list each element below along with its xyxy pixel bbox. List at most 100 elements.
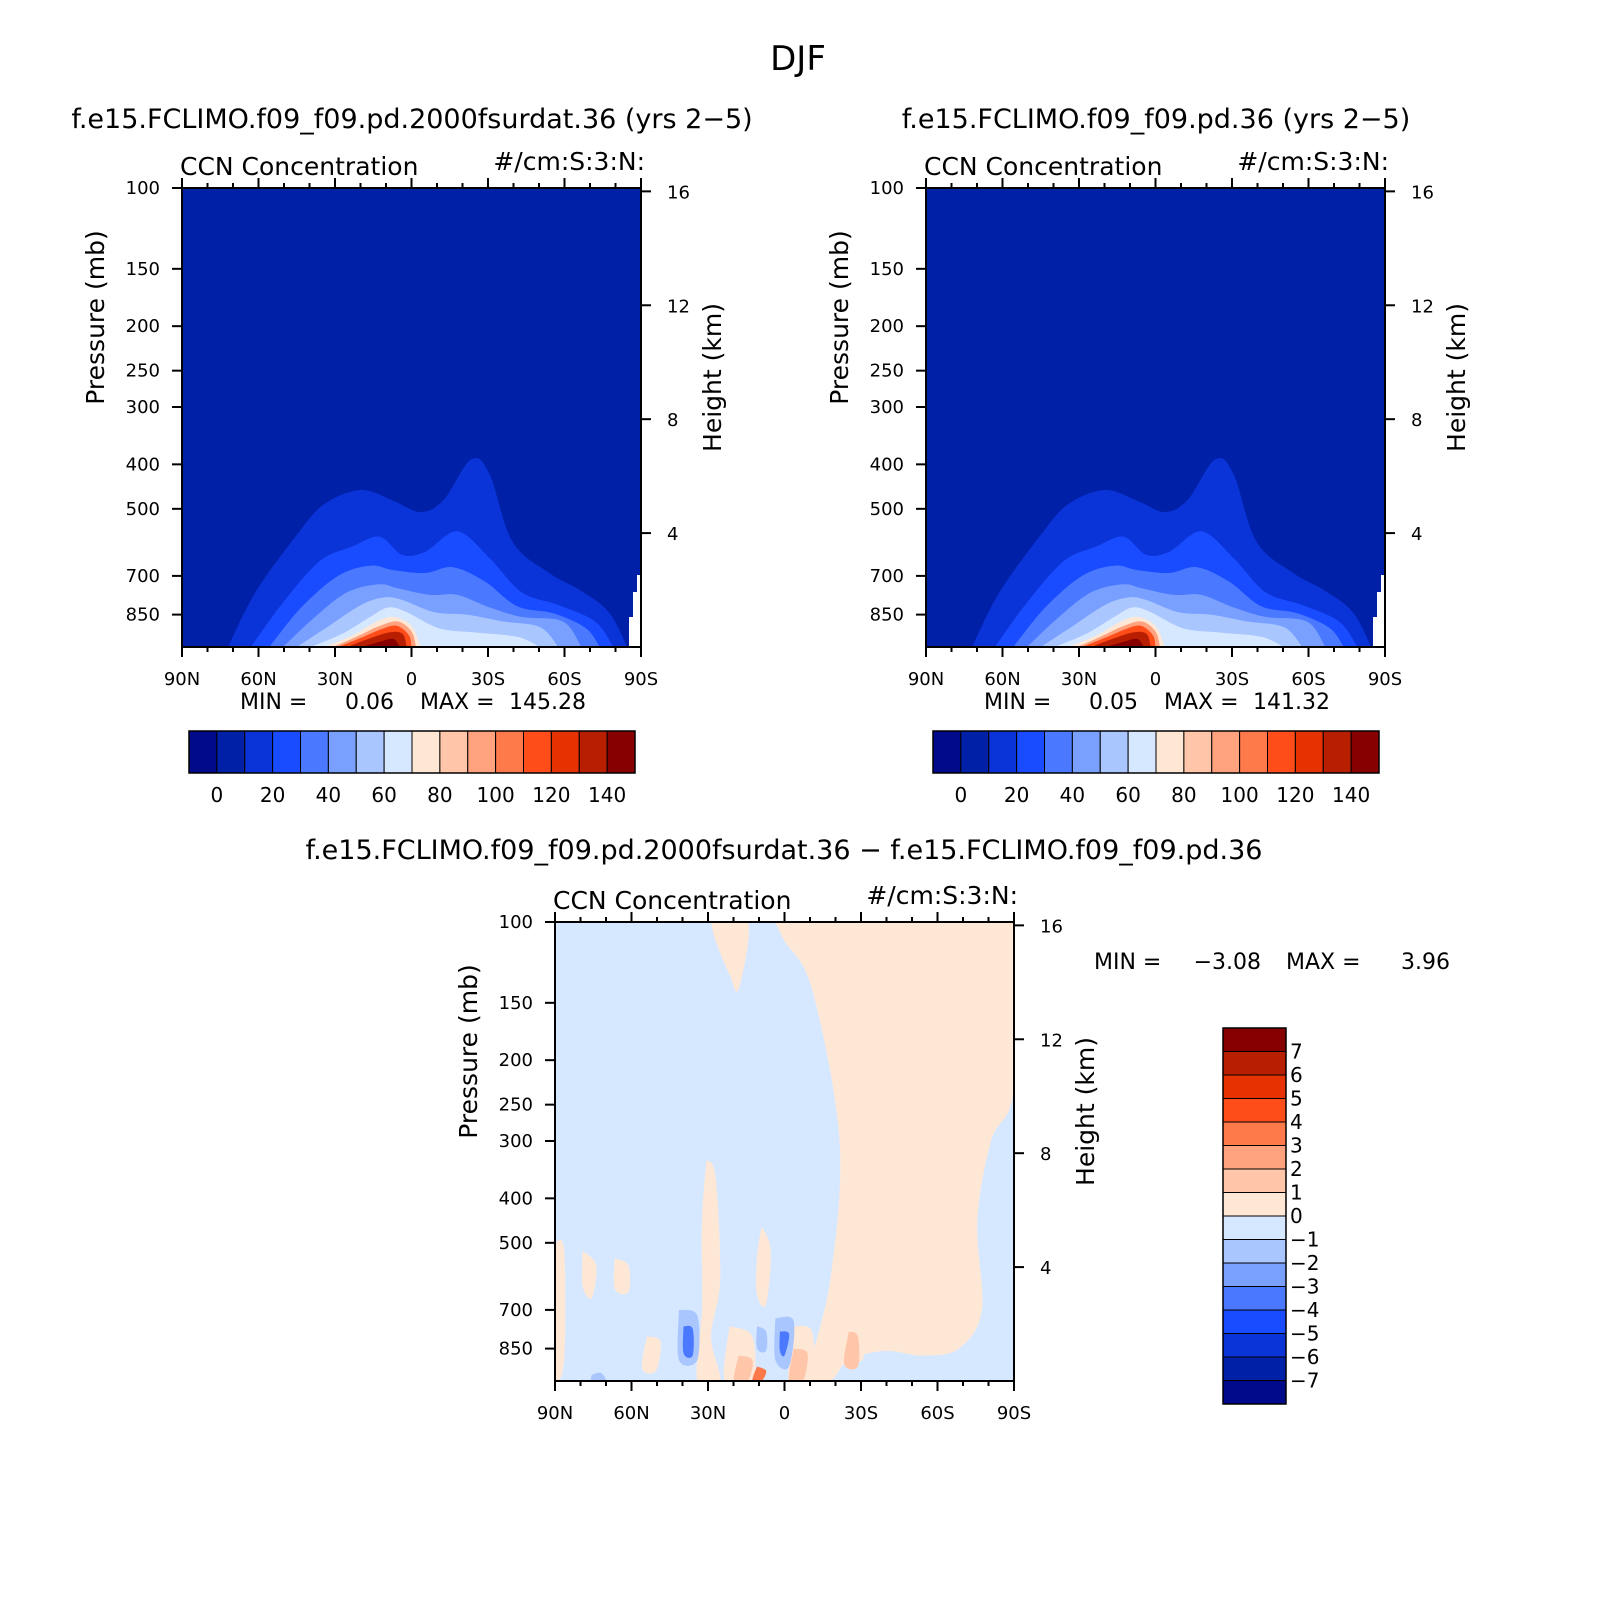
colorbar-swatch	[932, 730, 962, 774]
colorbar-swatch	[550, 730, 580, 774]
max-value: 3.96	[1401, 950, 1450, 975]
min-label: MIN =	[984, 690, 1051, 715]
colorbar-label: 2	[1290, 1157, 1303, 1181]
colorbar-label: 5	[1290, 1087, 1303, 1111]
colorbar-swatch	[1222, 1098, 1287, 1123]
panel-subtitle: CCN Concentration	[924, 152, 1162, 181]
pressure-tick-label: 850	[870, 605, 904, 626]
contour-band	[775, 922, 1014, 1381]
panel-1: f.e15.FCLIMO.f09_f09.pd.2000fsurdat.36 (…	[71, 104, 752, 807]
colorbar-swatch	[1239, 730, 1268, 774]
height-axis-label: Height (km)	[1442, 303, 1471, 452]
pressure-tick-label: 250	[870, 361, 904, 382]
pressure-tick-label: 250	[499, 1095, 533, 1116]
latitude-tick-label: 90N	[908, 669, 944, 690]
max-label: MAX =	[1286, 950, 1361, 975]
colorbar-swatch	[1222, 1051, 1287, 1076]
max-value: 145.28	[509, 690, 586, 715]
pressure-tick-label: 100	[870, 178, 904, 199]
contour-band	[843, 1331, 860, 1370]
height-tick-label: 4	[1040, 1258, 1051, 1279]
colorbar-swatch	[1222, 1262, 1287, 1287]
colorbar-label: −1	[1290, 1228, 1319, 1252]
panel-title: f.e15.FCLIMO.f09_f09.pd.36 (yrs 2−5)	[902, 104, 1410, 135]
panel-units: #/cm:S:3:N:	[1237, 147, 1389, 176]
colorbar-label: 0	[1290, 1204, 1303, 1228]
colorbar-swatch	[216, 730, 246, 774]
colorbar-swatch	[439, 730, 469, 774]
colorbar-label: 4	[1290, 1110, 1303, 1134]
colorbar-swatch	[1267, 730, 1296, 774]
colorbar-swatch	[355, 730, 385, 774]
colorbar-label: 120	[1276, 783, 1314, 807]
colorbar-label: −2	[1290, 1251, 1319, 1275]
colorbar-swatch	[1016, 730, 1045, 774]
colorbar-swatch	[1222, 1215, 1287, 1240]
latitude-tick-label: 30N	[1061, 669, 1097, 690]
pressure-tick-label: 150	[126, 259, 160, 280]
contour-band	[711, 922, 749, 992]
colorbar-label: 40	[316, 783, 341, 807]
latitude-tick-label: 0	[1150, 669, 1161, 690]
pressure-tick-label: 150	[499, 993, 533, 1014]
pressure-tick-label: 850	[126, 605, 160, 626]
colorbar-swatch	[1222, 1121, 1287, 1146]
panel-title: f.e15.FCLIMO.f09_f09.pd.2000fsurdat.36 −…	[306, 835, 1263, 866]
colorbar-label: 0	[211, 783, 224, 807]
colorbar-label: 140	[588, 783, 626, 807]
pressure-tick-label: 500	[499, 1233, 533, 1254]
pressure-tick-label: 400	[499, 1188, 533, 1209]
latitude-tick-label: 90N	[537, 1403, 573, 1424]
min-label: MIN =	[1094, 950, 1161, 975]
pressure-tick-label: 200	[870, 316, 904, 337]
colorbar-swatch	[606, 730, 636, 774]
colorbar-swatch	[1294, 730, 1324, 774]
min-value: 0.06	[345, 690, 394, 715]
pressure-tick-label: 300	[870, 397, 904, 418]
colorbar-label: 0	[955, 783, 968, 807]
pressure-axis-label: Pressure (mb)	[454, 964, 483, 1138]
colorbar-swatch	[411, 730, 441, 774]
contour-band	[696, 1160, 721, 1381]
min-value: 0.05	[1089, 690, 1138, 715]
panel-subtitle: CCN Concentration	[553, 886, 791, 915]
panel-units: #/cm:S:3:N:	[866, 881, 1018, 910]
max-label: MAX =	[1164, 690, 1239, 715]
height-tick-label: 12	[667, 296, 690, 317]
contour-field	[555, 922, 1014, 1381]
latitude-tick-label: 0	[779, 1403, 790, 1424]
height-tick-label: 16	[667, 182, 690, 203]
colorbar-label: 7	[1290, 1040, 1303, 1064]
pressure-tick-label: 200	[126, 316, 160, 337]
contour-band	[752, 1366, 767, 1381]
colorbar-swatch	[467, 730, 497, 774]
contour-band	[613, 1258, 631, 1295]
colorbar-swatch	[988, 730, 1018, 774]
latitude-tick-label: 90S	[997, 1403, 1031, 1424]
pressure-tick-label: 400	[870, 454, 904, 475]
height-tick-label: 12	[1040, 1030, 1063, 1051]
latitude-tick-label: 60N	[984, 669, 1020, 690]
colorbar-swatch	[1222, 1309, 1287, 1334]
colorbar-label: 3	[1290, 1134, 1303, 1158]
latitude-tick-label: 90S	[1368, 669, 1402, 690]
contour-band	[1105, 638, 1144, 647]
colorbar-swatch	[1071, 730, 1101, 774]
colorbar-swatch	[1222, 1145, 1287, 1170]
colorbar-swatch	[1044, 730, 1073, 774]
contour-band	[590, 1372, 606, 1381]
pressure-tick-label: 300	[126, 397, 160, 418]
height-tick-label: 12	[1411, 296, 1434, 317]
pressure-tick-label: 250	[126, 361, 160, 382]
colorbar-swatch	[1322, 730, 1352, 774]
colorbar-swatch	[327, 730, 357, 774]
pressure-tick-label: 100	[126, 178, 160, 199]
colorbar-swatch	[272, 730, 301, 774]
colorbar-label: −4	[1290, 1298, 1319, 1322]
pressure-tick-label: 100	[499, 912, 533, 933]
contour-band	[555, 1239, 566, 1381]
colorbar-label: 120	[532, 783, 570, 807]
colorbar-label: 40	[1060, 783, 1085, 807]
colorbar-swatch	[1222, 1333, 1287, 1358]
